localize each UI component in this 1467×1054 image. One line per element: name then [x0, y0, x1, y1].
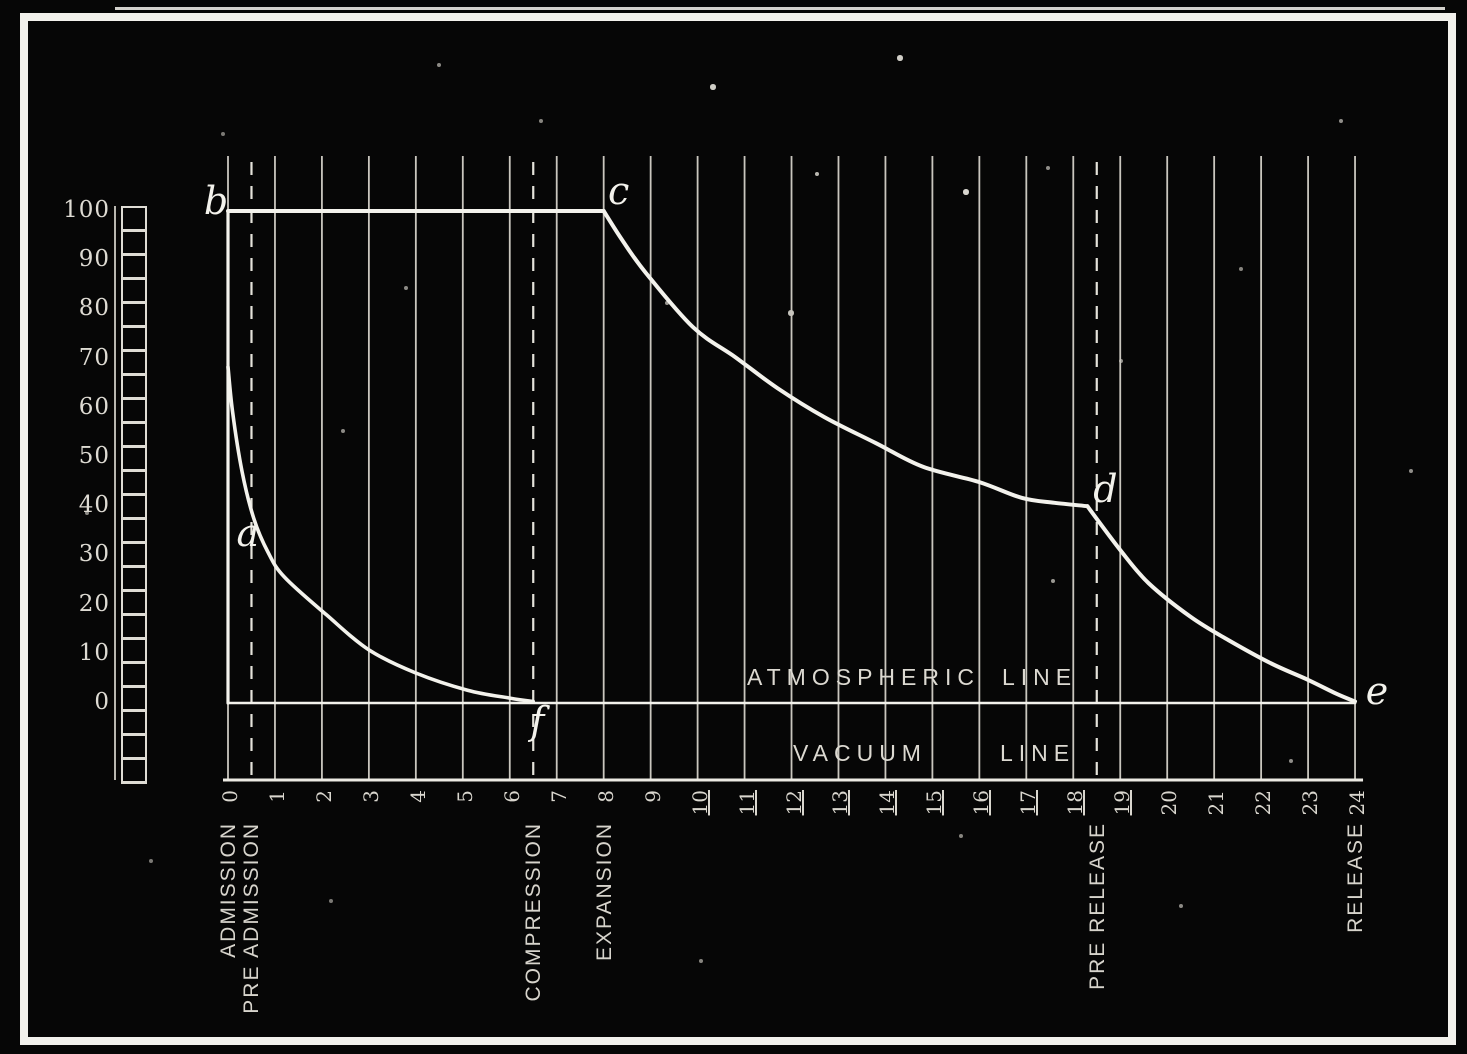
stroke-tick-0: 0 — [218, 790, 242, 803]
stroke-tick-8: 8 — [593, 790, 618, 803]
vacuum-line-label: VACUUM LINE — [0, 740, 1467, 770]
point-label-c: c — [608, 169, 630, 213]
plate-border-frame — [20, 13, 1456, 1045]
atmospheric-word: ATMOSPHERIC — [747, 664, 980, 690]
pressure-scale-ruler — [121, 206, 147, 784]
stroke-tick-6: 6 — [499, 790, 524, 803]
stroke-tick-16: 16 — [969, 790, 994, 816]
pressure-tick-100: 100 — [63, 197, 110, 223]
pressure-tick-80: 80 — [78, 295, 110, 322]
pressure-tick-20: 20 — [78, 590, 110, 617]
scan-edge-artifact — [115, 7, 1445, 10]
phase-label-compression: COMPRESSION — [522, 822, 546, 1002]
phase-label-pre-release: PRE RELEASE — [1085, 822, 1109, 990]
stroke-tick-20: 20 — [1157, 790, 1182, 816]
expansion-curve — [601, 209, 1090, 509]
phase-label-release: RELEASE — [1344, 822, 1368, 933]
stroke-tick-15: 15 — [922, 790, 947, 816]
stroke-tick-19: 19 — [1110, 790, 1135, 816]
phase-label-pre-admission: PRE ADMISSION — [240, 822, 264, 1014]
stroke-tick-14: 14 — [875, 790, 900, 816]
point-label-b: b — [203, 179, 229, 223]
stroke-tick-22: 22 — [1251, 790, 1276, 816]
stroke-tick-24: 24 — [1345, 790, 1370, 816]
point-label-e: e — [1365, 669, 1389, 713]
release-curve — [1085, 504, 1357, 704]
pressure-ruler-outer-line — [114, 206, 116, 780]
atmospheric-line-word: LINE — [1002, 664, 1078, 690]
stroke-tick-7: 7 — [546, 790, 571, 803]
stroke-tick-13: 13 — [828, 790, 853, 816]
point-label-d: d — [1093, 467, 1118, 512]
point-label-a: a — [236, 510, 260, 555]
stroke-tick-4: 4 — [405, 790, 430, 803]
stroke-tick-10: 10 — [687, 790, 712, 816]
pressure-tick-50: 50 — [78, 443, 110, 469]
pressure-tick-60: 60 — [78, 393, 110, 420]
atmospheric-line-label: ATMOSPHERIC LINE — [0, 664, 1467, 694]
stroke-tick-21: 21 — [1204, 790, 1229, 816]
pressure-tick-0: 0 — [94, 689, 110, 715]
stroke-tick-1: 1 — [264, 790, 289, 803]
pressure-tick-90: 90 — [78, 246, 110, 273]
compression-curve — [226, 365, 535, 704]
stroke-tick-3: 3 — [358, 790, 383, 803]
stroke-tick-23: 23 — [1298, 790, 1323, 816]
stroke-tick-5: 5 — [452, 790, 477, 803]
stroke-tick-2: 2 — [311, 790, 336, 803]
pressure-tick-70: 70 — [78, 344, 110, 371]
phase-label-admission: ADMISSION — [217, 822, 240, 958]
stroke-tick-9: 9 — [640, 790, 665, 803]
stroke-tick-12: 12 — [781, 790, 806, 816]
vacuum-word: VACUUM — [793, 740, 927, 766]
stroke-tick-11: 11 — [734, 790, 759, 816]
pressure-tick-30: 30 — [78, 541, 110, 568]
stroke-tick-18: 18 — [1063, 790, 1088, 816]
pressure-tick-10: 10 — [78, 639, 110, 666]
vacuum-line-word: LINE — [1000, 740, 1076, 766]
pressure-tick-40: 40 — [78, 492, 110, 519]
stroke-tick-17: 17 — [1016, 790, 1041, 816]
phase-label-expansion: EXPANSION — [592, 822, 616, 961]
point-label-f: f — [530, 699, 545, 743]
